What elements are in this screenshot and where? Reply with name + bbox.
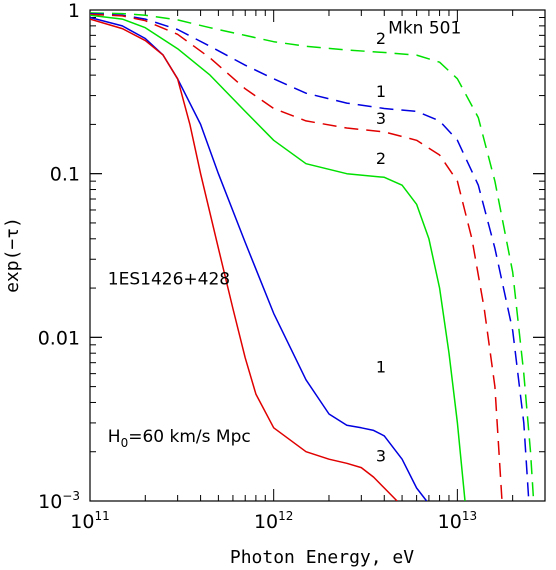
y-tick-label: 10−3 [38, 489, 80, 513]
x-tick-label: 1012 [254, 509, 293, 533]
curve-number-label: 2 [376, 29, 386, 48]
y-tick-label: 1 [68, 0, 80, 22]
es1426-curve-2 [90, 14, 466, 501]
curve-number-label: 3 [376, 109, 386, 128]
x-axis-label: Photon Energy, eV [230, 547, 414, 568]
h0-annotation: H0=60 km/s Mpc [108, 427, 251, 450]
es-annotation: 1ES1426+428 [108, 270, 230, 290]
mkn501-curve-1 [90, 12, 530, 501]
x-tick-label: 1013 [438, 509, 477, 533]
mkn501-curve-2 [90, 12, 535, 501]
labels-layer: 1011 1012 1013 1 0.1 0.01 10−3 2 1 3 2 1 3 Mkn 501 1ES… [38, 0, 477, 533]
y-tick-label: 0.1 [50, 164, 80, 186]
es1426-curve-3 [90, 18, 398, 501]
curve-number-label: 1 [376, 82, 386, 101]
x-tick-label: 1011 [70, 509, 109, 533]
plot-frame [89, 9, 546, 502]
y-tick-label: 0.01 [38, 327, 80, 349]
curve-number-label: 3 [376, 447, 386, 466]
curve-number-label: 1 [376, 358, 386, 377]
y-axis-label: exp(−τ) [2, 217, 23, 293]
mkn-annotation: Mkn 501 [388, 18, 461, 38]
series-layer [90, 12, 535, 501]
curve-number-label: 2 [376, 149, 386, 168]
tick-marks [89, 9, 546, 502]
mkn501-curve-3 [90, 13, 503, 501]
